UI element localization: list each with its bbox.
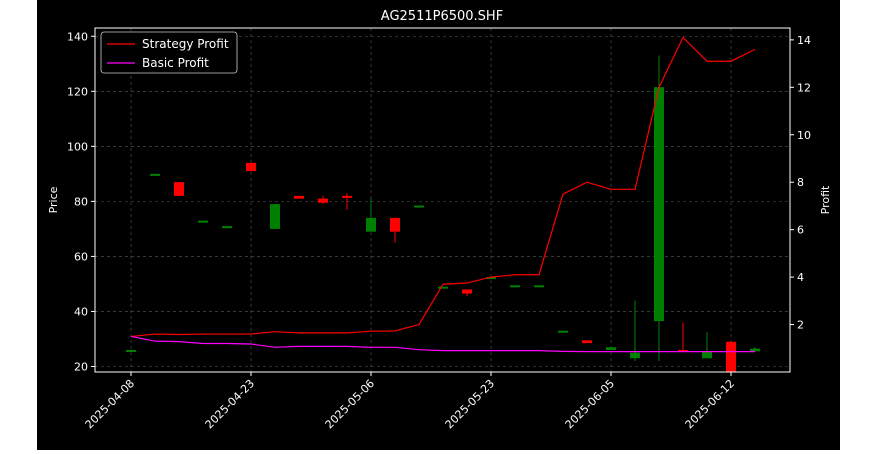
candle-body — [486, 277, 496, 280]
candle-body — [222, 226, 232, 229]
candle-body — [342, 195, 352, 198]
basic-profit-line — [130, 335, 755, 353]
candle-body — [198, 220, 208, 223]
candle-body — [246, 162, 256, 172]
candlesticks — [126, 55, 760, 372]
candle-body — [150, 173, 160, 176]
candle-body — [270, 204, 280, 229]
profit-lines — [130, 36, 756, 353]
y-tick-label-right: 6 — [797, 224, 804, 237]
legend: Strategy Profit Basic Profit — [100, 31, 238, 74]
candle-body — [414, 205, 424, 208]
candle-body — [438, 286, 448, 289]
y-tick-label-left: 80 — [74, 195, 88, 208]
y-tick-label-right: 8 — [797, 176, 804, 189]
candle-body — [654, 87, 664, 322]
candle-body — [294, 195, 304, 199]
left-y-axis: 20 40 60 80 100 120 140 — [67, 30, 95, 373]
y-tick-label-left: 100 — [67, 140, 88, 153]
y-tick-label-left: 60 — [74, 250, 88, 263]
candle-body — [462, 289, 472, 294]
y-tick-label-right: 14 — [797, 34, 811, 47]
candle-body — [606, 347, 616, 350]
y-tick-label-right: 10 — [797, 129, 811, 142]
y-tick-label-right: 2 — [797, 319, 804, 332]
candle-body — [558, 330, 568, 333]
y-tick-label-left: 120 — [67, 85, 88, 98]
candle-body — [726, 341, 736, 372]
y-tick-label-right: 4 — [797, 271, 804, 284]
candle-body — [126, 349, 136, 352]
y-tick-label-left: 140 — [67, 30, 88, 43]
candle-body — [702, 351, 712, 359]
y-tick-label-left: 40 — [74, 305, 88, 318]
plot-frame — [94, 27, 791, 373]
figure-background — [37, 0, 840, 450]
candle-body — [174, 182, 184, 196]
y-tick-label-left: 20 — [74, 360, 88, 373]
candle-body — [678, 349, 688, 352]
strategy-profit-line — [130, 36, 756, 338]
candle-body — [534, 285, 544, 288]
legend-strategy-label: Strategy Profit — [142, 37, 229, 51]
candle-body — [390, 217, 400, 232]
right-y-axis: 2 4 6 8 10 12 14 — [790, 34, 811, 332]
candle-body — [750, 348, 760, 352]
legend-basic-label: Basic Profit — [142, 56, 209, 70]
candle-body — [630, 352, 640, 359]
chart-title: AG2511P6500.SHF — [381, 9, 503, 24]
y-axis-left-label: Price — [47, 186, 60, 213]
candle-body — [510, 285, 520, 288]
candle-body — [366, 217, 376, 232]
y-tick-label-right: 12 — [797, 81, 811, 94]
y-axis-right-label: Profit — [819, 185, 832, 214]
candle-body — [582, 340, 592, 344]
candle-body — [318, 198, 328, 203]
